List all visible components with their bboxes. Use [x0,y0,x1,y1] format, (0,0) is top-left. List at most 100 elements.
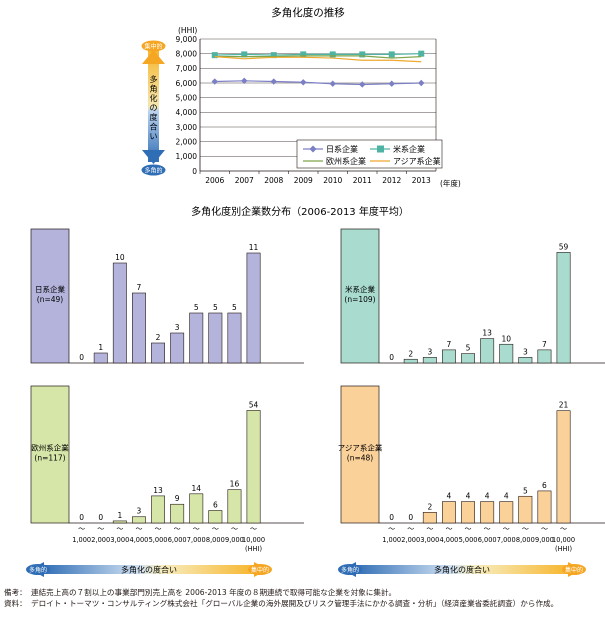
arrow-caption-vertical: 多角化の度合い [150,74,158,141]
bar-value-label: 14 [191,484,201,493]
y-tick-label: 7,000 [176,64,198,73]
bar-value-label: 2 [408,349,413,358]
bar [461,501,475,524]
bar-value-label: 10 [501,334,511,343]
bar-value-label: 9 [175,494,180,503]
x-tick-label: 2009 [294,176,313,185]
tilde-mark: ～ [212,525,219,533]
arrow-caption: 多角化の度合い [434,565,490,575]
bar-value-label: 11 [249,243,259,252]
x-tick-label: 2010 [323,176,342,185]
figure: 多角化度の推移 (HHI) 01,0002,0003,0004,0005,000… [26,6,605,577]
tilde-mark: ～ [522,525,529,533]
panel-label-box [340,385,380,524]
bar [441,501,456,524]
y-tick-labels: 0 1,000 2,000 3,000 4,000 5,000 6,000 7,000 8,00… [176,35,198,176]
bar-value-label: 2 [156,333,161,342]
bar-value-label: 7 [137,283,142,292]
bar [151,495,165,524]
bar [189,493,204,524]
bar-value-label: 1 [98,343,103,352]
arrow-bar [42,565,256,574]
panel-label: 米系企業 [345,284,375,294]
notes: 備考： 連結売上高の７割以上の事業部門別売上高を 2006-2013 年度の８期連… [4,587,602,609]
panel-label-box [30,385,70,524]
x-tick-labels: 2006 2007 2008 2009 2010 2011 2012 2013 [205,176,431,185]
bar-value-label: 3 [427,347,432,356]
bar-value-label: 13 [153,486,163,495]
bar [132,516,146,524]
data-point [329,51,336,58]
y-tick-label: 1,000 [176,152,198,161]
x-tick-label: 2011 [353,176,372,185]
bar-value-label: 0 [98,513,103,522]
data-point [241,77,248,84]
legend-label-asia: アジア系企業 [393,156,441,166]
x-unit-label: (HHI) [245,545,262,553]
bar [556,252,571,364]
x-category-label: 2,000 [91,536,110,544]
tilde-mark: ～ [193,525,200,533]
data-point [270,52,277,59]
bar [518,357,533,364]
tilde-mark: ～ [426,525,433,533]
tilde-mark: ～ [388,525,395,533]
tilde-mark: ～ [484,525,491,533]
tilde-mark: ～ [541,525,548,533]
series-line [214,53,422,56]
line-chart-title: 多角化度の推移 [271,6,345,19]
bar-value-label: 7 [542,340,547,349]
bar-value-label: 5 [213,303,218,312]
left-badge [26,564,50,575]
bar-chart-title: 多角化度別企業数分布（2006-2013 年度平均） [191,205,409,218]
bar-value-label: 5 [466,344,471,353]
arrow-right-label: 集中的 [251,566,269,574]
bar [422,357,437,364]
bar-value-label: 3 [175,323,180,332]
x-category-label: 9,000 [225,536,244,544]
bar [537,490,552,524]
panel-label: アジア系企業 [338,443,383,453]
data-point [329,80,336,87]
note-text: 連結売上高の７割以上の事業部門別売上高を 2006-2013 年度の８期連続で取… [31,588,397,597]
bar [422,512,437,524]
bar-value-label: 0 [79,513,84,522]
y-tick-label: 4,000 [176,108,198,117]
bar [170,503,185,524]
bar-value-label: 0 [389,353,394,362]
y-tick-label: 3,000 [176,123,198,132]
bar-x-labels: ～ 1,000 ～ 2,000 ～ 3,000 ～ 4,000 ～ 5,000 ～ 6,000 ～ 7,0… [72,525,575,553]
source-key: 資料： [4,599,27,608]
tilde-mark: ～ [174,525,181,533]
x-tick-label: 2012 [382,176,401,185]
bar-value-label: 3 [137,507,142,516]
panel-n: (n=48) [347,454,374,463]
panel-label: 欧州系企業 [31,443,69,453]
bar [93,352,108,364]
data-point [418,79,425,87]
panel-label-box [340,228,380,364]
panel-label-box [30,228,70,364]
x-axis-unit: (年度) [440,178,461,188]
tilde-mark: ～ [78,525,85,533]
bar [112,262,127,364]
legend: 日系企業 米系企業 欧州系企業 アジア系企業 [296,139,443,169]
bar [499,343,514,364]
tilde-mark: ～ [116,525,123,533]
tilde-mark: ～ [155,525,162,533]
arrow-up-icon [142,50,165,64]
data-point [388,80,395,87]
y-tick-label: 9,000 [176,35,198,44]
tilde-mark: ～ [97,525,104,533]
bar [246,410,261,524]
bar [518,495,533,524]
x-category-label: 6,000 [168,536,187,544]
data-point [211,52,218,59]
x-category-label: 10,000 [242,536,265,544]
bottom-badge [141,164,166,176]
bar [461,353,475,364]
bar-value-label: 59 [559,242,569,251]
line-series [211,50,425,88]
data-point [300,51,307,58]
